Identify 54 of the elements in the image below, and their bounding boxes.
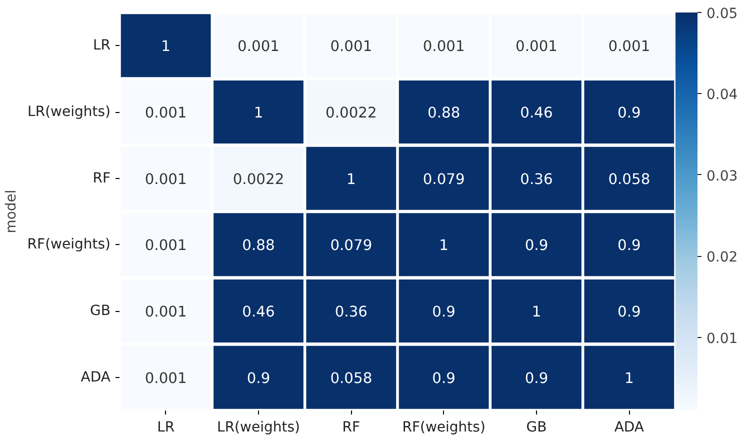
data-label: 0.9 [432,370,456,387]
data-label: 1 [161,38,170,56]
color-bar-label: 0.02 [706,250,738,266]
color-bar-label: 0.03 [706,168,738,184]
data-label: 0.001 [516,38,558,56]
data-label: 0.001 [144,370,187,387]
data-label: 0.9 [524,237,548,254]
y-tick-label: LR(weights) [28,104,111,120]
color-bar-label: 0.05 [706,6,738,22]
data-label: 0.9 [618,237,641,254]
data-label: 0.058 [330,370,372,387]
x-tick-label: RF(weights) [402,420,486,436]
color-bar-label: 0.04 [706,87,738,104]
data-label: 1 [624,370,634,387]
y-tick-label: LR [92,38,111,54]
data-label: 0.0022 [232,170,284,188]
data-label: 0.079 [422,170,465,188]
data-label: 0.001 [144,304,187,320]
data-label: 0.001 [330,38,372,56]
data-label: 0.9 [432,304,456,320]
data-label: 0.0022 [326,104,377,122]
data-label: 0.001 [608,38,650,56]
data-label: 0.46 [242,304,275,320]
y-axis-title: model [3,190,20,234]
x-tick-label: GB [526,420,547,436]
data-label: 0.9 [618,304,641,320]
data-label: 0.36 [334,304,368,320]
data-label: 0.88 [428,104,460,122]
data-label: 1 [439,237,448,254]
x-tick-label: LR [157,420,175,436]
data-label: 0.36 [520,170,553,188]
data-label: 0.88 [242,237,275,254]
data-label: 0.001 [238,38,280,56]
data-label: 0.001 [144,237,187,254]
y-tick-label: RF [92,170,110,186]
data-label: 1 [346,170,356,188]
y-tick-label: RF(weights) [27,236,111,253]
data-label: 0.001 [144,170,187,188]
data-label: 0.46 [520,104,553,122]
x-tick-label: RF [342,420,360,436]
data-label: 0.001 [422,38,465,56]
data-label: 1 [254,104,264,122]
data-label: 0.001 [144,104,187,122]
data-label: 0.9 [524,370,548,387]
color-bar-label: 0.01 [706,330,738,347]
data-label: 0.079 [330,237,372,254]
y-tick-label: ADA [80,369,111,386]
x-tick-label: ADA [614,420,644,436]
data-label: 0.9 [246,370,270,387]
y-tick-label: GB [90,303,110,319]
data-label: 1 [532,304,542,320]
x-tick-label: LR(weights) [217,420,300,436]
data-label: 0.058 [608,170,650,188]
data-label: 0.9 [618,104,641,122]
